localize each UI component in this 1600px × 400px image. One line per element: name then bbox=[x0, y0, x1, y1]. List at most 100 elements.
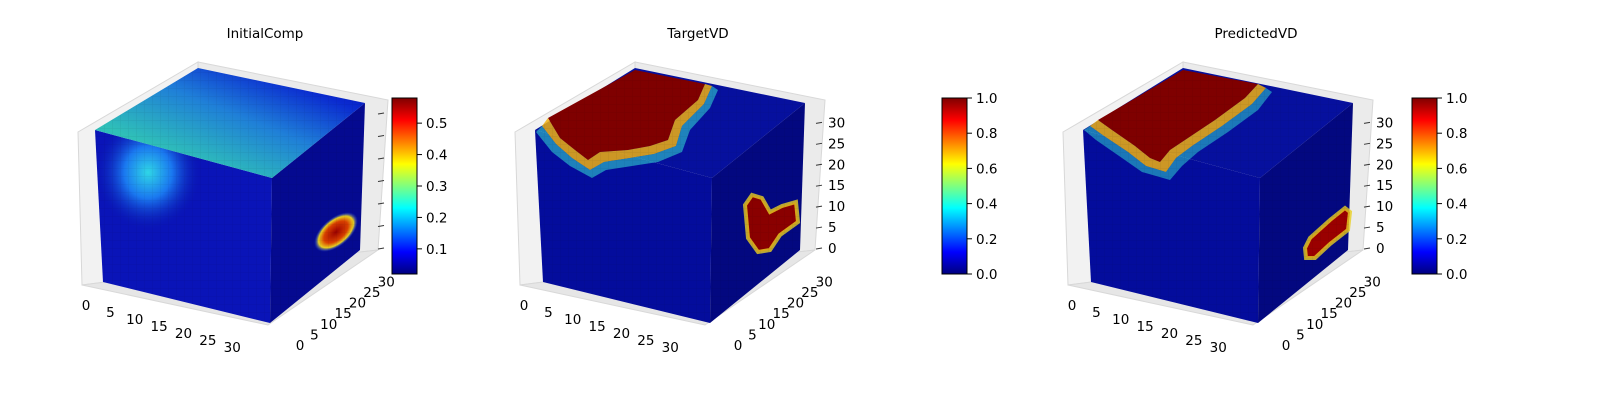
y-tick-label: 10 bbox=[758, 317, 775, 333]
x-tick-label: 10 bbox=[1112, 312, 1129, 328]
z-tick-label: 25 bbox=[828, 136, 845, 152]
colorbar-tick-label: 0.4 bbox=[1446, 197, 1467, 213]
z-tick-mark bbox=[1363, 121, 1371, 124]
colorbar-tick-label: 1.0 bbox=[1446, 91, 1467, 107]
y-tick-label: 0 bbox=[734, 338, 743, 354]
cube-grid-top bbox=[1083, 68, 1353, 178]
z-tick-label: 30 bbox=[828, 115, 845, 131]
z-tick-mark bbox=[377, 112, 385, 115]
z-tick-mark bbox=[1363, 184, 1371, 187]
z-tick-mark bbox=[815, 121, 823, 124]
y-tick-label: 30 bbox=[816, 274, 833, 290]
z-tick-label: 20 bbox=[1376, 157, 1393, 173]
z-tick-label: 5 bbox=[828, 220, 837, 236]
y-tick-label: 20 bbox=[349, 296, 366, 312]
x-tick-label: 25 bbox=[199, 333, 216, 349]
cube-grid-front bbox=[95, 130, 272, 323]
z-tick-mark bbox=[377, 180, 385, 182]
y-tick-label: 10 bbox=[1306, 317, 1323, 333]
y-tick-label: 5 bbox=[1296, 327, 1305, 343]
colorbar-tick-label: 0.3 bbox=[426, 179, 447, 195]
z-tick-mark bbox=[377, 202, 385, 205]
x-tick-label: 25 bbox=[1185, 333, 1202, 349]
z-tick-mark bbox=[377, 247, 385, 250]
x-tick-label: 25 bbox=[637, 333, 654, 349]
cube-grid-front bbox=[1083, 130, 1260, 323]
cube-grid-right bbox=[270, 103, 365, 323]
cube-grid-top bbox=[535, 68, 805, 178]
y-tick-label: 25 bbox=[1349, 285, 1366, 301]
y-tick-label: 15 bbox=[773, 306, 790, 322]
z-tick-label: 10 bbox=[1376, 199, 1393, 215]
y-tick-label: 30 bbox=[378, 274, 395, 290]
colorbar-tick-label: 1.0 bbox=[976, 91, 997, 107]
colorbar-tick-label: 0.1 bbox=[426, 242, 447, 258]
colorbar-tick-label: 0.8 bbox=[1446, 126, 1467, 142]
colorbar-ticks: 0.1 0.2 0.3 0.4 0.5 bbox=[391, 97, 447, 275]
colorbar-tick-label: 0.6 bbox=[976, 161, 997, 177]
cube-grid-right bbox=[710, 103, 805, 323]
x-tick-label: 30 bbox=[1210, 340, 1227, 356]
y-tick-label: 5 bbox=[310, 327, 319, 343]
colorbar-tick-label: 0.5 bbox=[426, 116, 447, 132]
cube-grid-front bbox=[535, 130, 712, 323]
z-tick-label: 20 bbox=[828, 157, 845, 173]
z-tick-mark bbox=[377, 225, 385, 227]
z-axis-ticks: 0 5 10 15 20 25 30 bbox=[1363, 115, 1393, 257]
colorbar-tick-label: 0.2 bbox=[426, 210, 447, 226]
x-tick-label: 15 bbox=[589, 319, 606, 335]
y-tick-label: 10 bbox=[320, 317, 337, 333]
y-tick-label: 25 bbox=[801, 285, 818, 301]
colorbar-border bbox=[941, 97, 968, 275]
colorbar-tick-label: 0.0 bbox=[1446, 267, 1467, 283]
y-tick-label: 15 bbox=[335, 306, 352, 322]
x-tick-label: 20 bbox=[613, 326, 630, 342]
colorbar-tick-label: 0.4 bbox=[426, 148, 447, 164]
y-tick-label: 5 bbox=[748, 327, 757, 343]
y-tick-label: 15 bbox=[1321, 306, 1338, 322]
z-tick-label: 0 bbox=[1376, 241, 1385, 257]
colorbar-tick-label: 0.2 bbox=[1446, 232, 1467, 248]
colorbar-tick-label: 0.2 bbox=[976, 232, 997, 248]
z-tick-mark bbox=[377, 157, 385, 160]
panel-title-predictedvd: PredictedVD bbox=[1214, 26, 1297, 42]
x-tick-label: 0 bbox=[520, 298, 529, 314]
y-tick-label: 20 bbox=[787, 296, 804, 312]
x-axis-ticks: 0 5 10 15 20 25 30 bbox=[520, 298, 679, 356]
z-tick-mark bbox=[1363, 205, 1371, 208]
x-axis-ticks: 0 5 10 15 20 25 30 bbox=[82, 298, 241, 356]
z-tick-mark bbox=[1363, 163, 1371, 166]
colorbar-ticks: 0.0 0.2 0.4 0.6 0.8 1.0 bbox=[1411, 91, 1467, 283]
y-tick-label: 30 bbox=[1364, 274, 1381, 290]
z-tick-mark bbox=[815, 247, 823, 250]
z-tick-mark bbox=[815, 226, 823, 229]
panel-title-targetvd: TargetVD bbox=[666, 26, 728, 42]
colorbar-tick-label: 0.0 bbox=[976, 267, 997, 283]
z-tick-label: 30 bbox=[1376, 115, 1393, 131]
x-tick-label: 15 bbox=[151, 319, 168, 335]
colorbar-tick-label: 0.4 bbox=[976, 197, 997, 213]
x-tick-label: 5 bbox=[106, 305, 115, 321]
panel-title-initialcomp: InitialComp bbox=[227, 26, 304, 42]
y-tick-label: 0 bbox=[296, 338, 305, 354]
y-tick-label: 25 bbox=[363, 285, 380, 301]
x-axis-ticks: 0 5 10 15 20 25 30 bbox=[1068, 298, 1227, 356]
z-tick-mark bbox=[815, 184, 823, 187]
cube-grid-top bbox=[95, 68, 365, 178]
x-tick-label: 0 bbox=[1068, 298, 1077, 314]
cube-grid-right bbox=[1258, 103, 1353, 323]
colorbar-tick-label: 0.6 bbox=[1446, 161, 1467, 177]
colorbar bbox=[942, 98, 967, 274]
x-tick-label: 0 bbox=[82, 298, 91, 314]
colorbar-border bbox=[1411, 97, 1438, 275]
z-axis-ticks bbox=[377, 112, 385, 250]
z-tick-mark bbox=[1363, 247, 1371, 250]
colorbar-tick-label: 0.8 bbox=[976, 126, 997, 142]
